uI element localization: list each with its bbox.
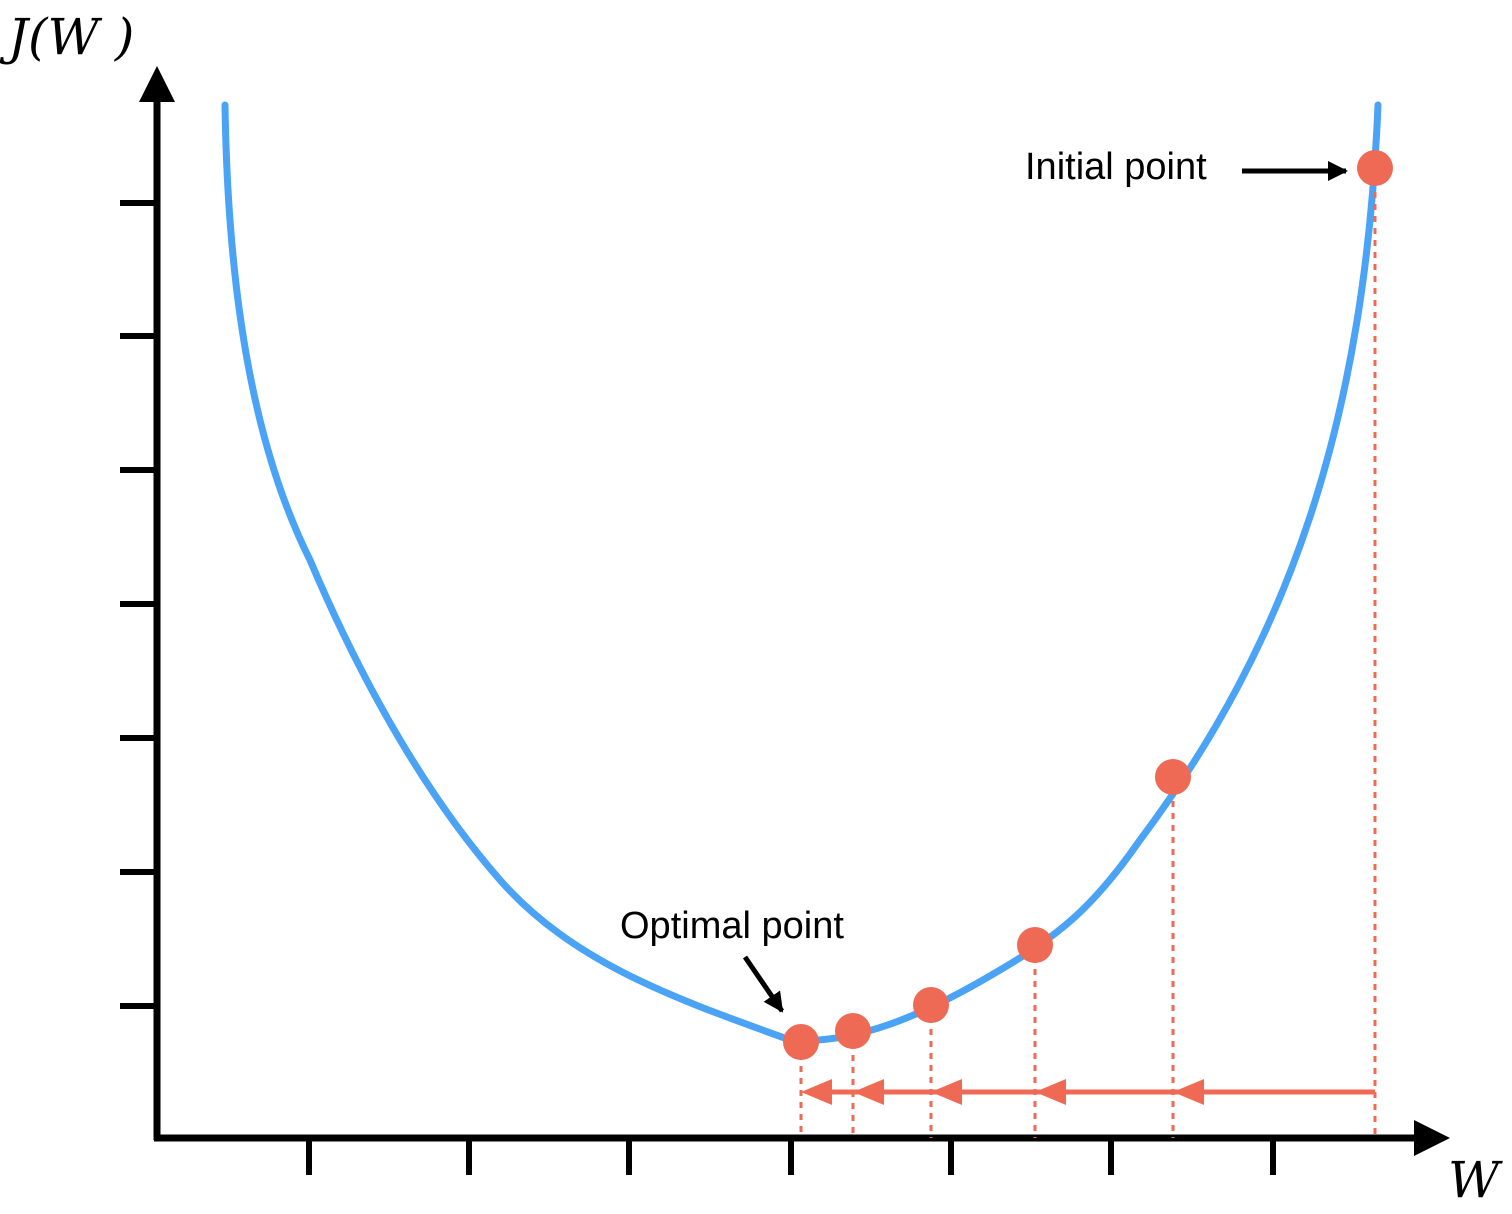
x-axis-label: W [1448, 1151, 1503, 1209]
step-point-marker [1155, 759, 1191, 795]
step-arrowhead [931, 1079, 962, 1105]
descent-points [783, 150, 1393, 1060]
step-arrowhead [853, 1079, 884, 1105]
y-axis-label: J(W ) [0, 8, 134, 66]
optimal-point-label: Optimal point [620, 905, 844, 947]
initial-point-label: Initial point [1025, 146, 1207, 188]
step-point-marker [1017, 927, 1053, 963]
initial-point-marker [1357, 150, 1393, 186]
optimal-point-arrow [742, 955, 785, 1013]
step-arrows [801, 1079, 1375, 1105]
x-axis-arrowhead [1414, 1120, 1450, 1156]
step-point-marker [835, 1013, 871, 1049]
y-axis-arrowhead [139, 66, 175, 102]
y-ticks [120, 200, 157, 1009]
step-arrowhead [1173, 1079, 1204, 1105]
axes [120, 66, 1450, 1175]
step-arrowhead [801, 1079, 832, 1105]
x-ticks [306, 1138, 1276, 1175]
optimal-point-marker [783, 1024, 819, 1060]
projection-lines [799, 168, 1377, 1138]
cost-curve [221, 101, 1382, 1045]
step-point-marker [913, 987, 949, 1023]
step-arrowhead [1035, 1079, 1066, 1105]
